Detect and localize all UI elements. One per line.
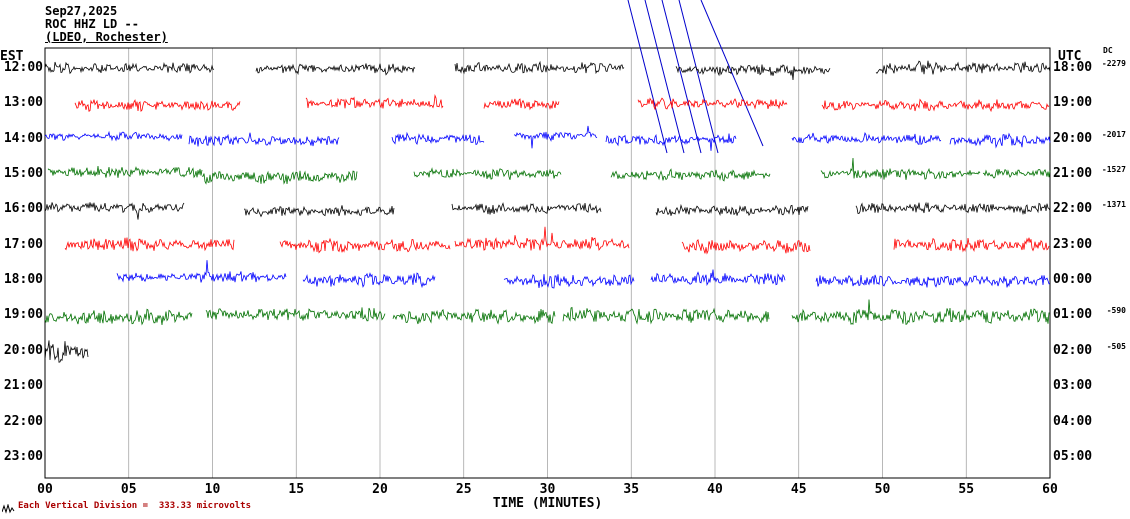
est-time-label: 21:00	[3, 378, 43, 394]
trace-row-1600	[855, 201, 1051, 216]
trace-row-1200	[44, 61, 215, 75]
trace-row-1700	[279, 237, 451, 254]
utc-time-label: 00:00	[1053, 272, 1093, 288]
trace-row-1500	[413, 167, 562, 180]
header-date: Sep27,2025	[45, 4, 118, 18]
trace-row-1900	[44, 308, 193, 326]
x-tick-label: 55	[958, 482, 975, 497]
utc-time-label: 23:00	[1053, 236, 1093, 252]
x-tick-label: 60	[1042, 482, 1058, 497]
trace-row-1300	[483, 98, 560, 111]
utc-time-label: 02:00	[1053, 342, 1093, 358]
trace-row-1800	[116, 260, 287, 283]
x-tick-label: 20	[372, 482, 388, 497]
est-time-label: 23:00	[3, 448, 43, 464]
trace-row-1700	[893, 237, 1050, 253]
trace-row-1600	[44, 202, 185, 220]
utc-time-label: 19:00	[1053, 95, 1093, 111]
x-tick-label: 10	[204, 482, 221, 497]
est-time-label: 15:00	[3, 166, 43, 182]
x-tick-label: 40	[707, 482, 723, 497]
dc-offset-label: -1527	[1101, 165, 1126, 175]
trace-row-1400	[188, 132, 340, 147]
est-time-label: 14:00	[3, 130, 43, 146]
trace-row-1200	[675, 64, 831, 81]
x-tick-label: 15	[288, 482, 305, 497]
trace-row-1800	[503, 274, 635, 289]
trace-row-1700	[64, 237, 235, 252]
scale-marker-icon	[2, 504, 15, 514]
trace-row-1300	[821, 98, 1050, 113]
utc-time-label: 03:00	[1053, 378, 1093, 394]
est-time-label: 18:00	[3, 272, 43, 288]
x-tick-label: 50	[874, 482, 891, 497]
trace-row-1700	[681, 239, 811, 255]
dc-offset-label: -590	[1106, 306, 1126, 316]
dc-offset-label: -505	[1106, 341, 1126, 351]
header-station-location: (LDEO, Rochester)	[45, 30, 168, 44]
trace-row-1800	[815, 274, 1051, 288]
trace-row-1400	[513, 125, 598, 149]
trace-row-1600	[451, 202, 602, 215]
dc-column-title: DC	[1103, 46, 1113, 55]
est-time-label: 16:00	[3, 201, 43, 217]
x-tick-label: 25	[455, 482, 472, 497]
x-tick-label: 35	[623, 482, 640, 497]
utc-time-label: 01:00	[1053, 307, 1093, 323]
trace-row-1600	[655, 203, 809, 217]
x-tick-label: 05	[120, 482, 137, 497]
trace-row-1400	[605, 133, 737, 151]
left-axis-title: EST	[0, 49, 24, 64]
trace-row-1900	[392, 308, 556, 325]
dc-offset-label: -1371	[1101, 200, 1126, 210]
dc-offset-label: -2279	[1101, 59, 1126, 68]
x-tick-label: 45	[790, 482, 807, 497]
trace-row-1500	[982, 168, 1051, 179]
utc-time-label: 18:00	[1053, 60, 1093, 75]
right-axis-title: UTC	[1058, 49, 1082, 64]
utc-time-label: 20:00	[1053, 130, 1093, 146]
trace-row-1400	[44, 130, 183, 142]
x-tick-label: 30	[539, 482, 556, 497]
est-time-label: 17:00	[3, 236, 43, 252]
trace-row-1900	[791, 299, 1050, 326]
trace-row-1500	[201, 170, 358, 185]
utc-time-label: 04:00	[1053, 413, 1093, 429]
trace-row-1900	[562, 306, 770, 325]
trace-row-1400	[949, 132, 1051, 149]
trace-row-1400	[791, 132, 942, 146]
utc-time-label: 05:00	[1053, 448, 1093, 464]
trace-row-1200	[875, 60, 1051, 75]
trace-row-1400	[391, 131, 485, 146]
est-time-label: 22:00	[3, 413, 43, 429]
utc-time-label: 21:00	[1053, 166, 1093, 182]
trace-row-1600	[244, 205, 395, 218]
scale-note: Each Vertical Division = 333.33 microvol…	[18, 501, 251, 511]
trace-row-1300	[305, 94, 444, 109]
x-axis-label: TIME (MINUTES)	[492, 496, 603, 511]
trace-row-1300	[637, 97, 788, 110]
trace-row-1900	[205, 307, 386, 322]
est-time-label: 13:00	[3, 95, 43, 111]
utc-time-label: 22:00	[1053, 201, 1093, 217]
x-tick-label: 00	[37, 482, 53, 497]
trace-row-1200	[255, 63, 416, 76]
trace-row-1800	[650, 269, 786, 287]
trace-row-2000	[44, 340, 89, 363]
trace-row-1500	[47, 165, 203, 179]
dc-offset-label: -2017	[1101, 129, 1126, 139]
trace-row-1700	[454, 226, 630, 251]
trace-row-1500	[820, 157, 981, 180]
est-time-label: 12:00	[3, 60, 43, 75]
header-station-code: ROC HHZ LD --	[45, 17, 139, 31]
trace-row-1500	[610, 168, 771, 182]
trace-row-1800	[302, 272, 436, 289]
trace-row-1300	[74, 99, 241, 113]
est-time-label: 20:00	[3, 342, 43, 358]
est-time-label: 19:00	[3, 307, 43, 323]
trace-row-1200	[454, 60, 625, 75]
